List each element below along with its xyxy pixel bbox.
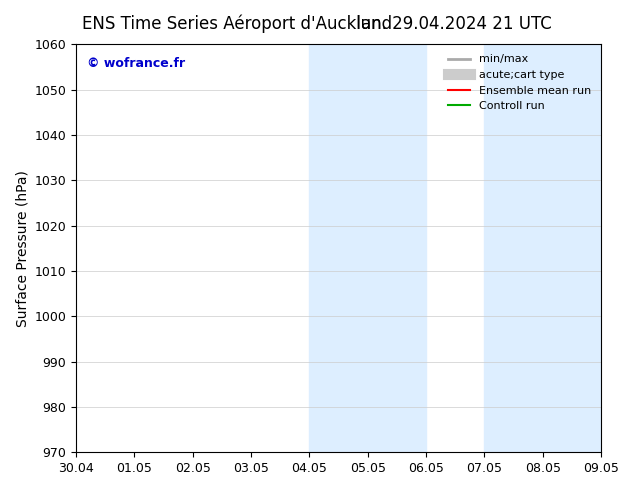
Bar: [484, 45, 601, 452]
Bar: [309, 45, 426, 452]
Y-axis label: Surface Pressure (hPa): Surface Pressure (hPa): [15, 170, 29, 327]
Text: lun. 29.04.2024 21 UTC: lun. 29.04.2024 21 UTC: [356, 15, 552, 33]
Text: © wofrance.fr: © wofrance.fr: [87, 57, 184, 70]
Legend: min/max, acute;cart type, Ensemble mean run, Controll run: min/max, acute;cart type, Ensemble mean …: [443, 50, 595, 116]
Text: ENS Time Series Aéroport d'Auckland: ENS Time Series Aéroport d'Auckland: [82, 15, 392, 33]
